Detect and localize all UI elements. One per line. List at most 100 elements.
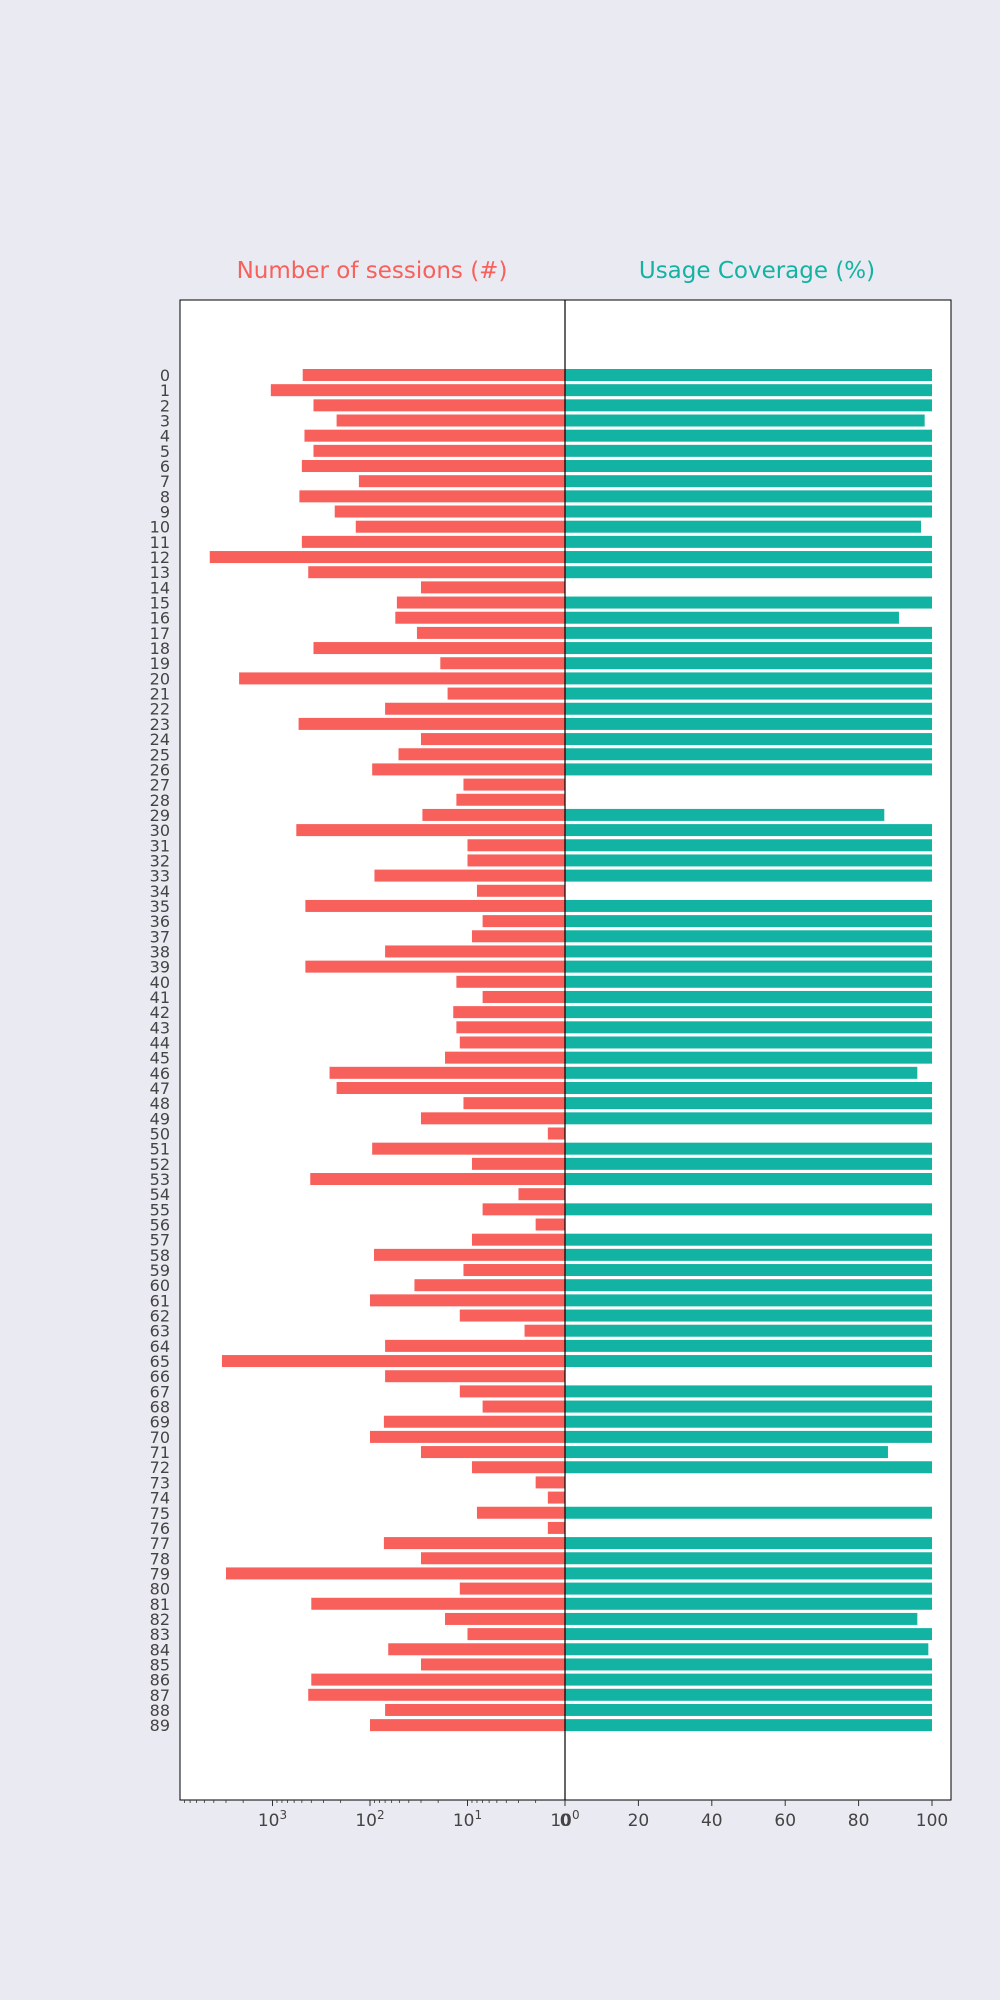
coverage-bar — [565, 475, 932, 488]
coverage-bar — [565, 399, 932, 412]
coverage-bar — [565, 1006, 932, 1019]
sessions-bar — [482, 990, 565, 1003]
sessions-bar — [311, 1597, 565, 1610]
coverage-bar — [565, 808, 885, 821]
coverage-bar — [565, 1673, 932, 1686]
sessions-bar — [476, 884, 565, 897]
category-label: 44 — [150, 1033, 170, 1052]
coverage-bar — [565, 717, 932, 730]
category-label: 64 — [150, 1337, 170, 1356]
sessions-bar — [467, 854, 565, 867]
category-label: 26 — [150, 760, 170, 779]
sessions-bar — [370, 1719, 565, 1732]
sessions-bar — [467, 839, 565, 852]
coverage-bar — [565, 1537, 932, 1550]
sessions-bar — [396, 596, 565, 609]
sessions-bar — [334, 505, 565, 518]
category-label: 19 — [150, 654, 170, 673]
category-label: 17 — [150, 624, 170, 643]
sessions-bar — [445, 1051, 565, 1064]
category-label: 57 — [150, 1231, 170, 1250]
coverage-bar — [565, 702, 932, 715]
sessions-bar — [385, 1703, 565, 1716]
coverage-bar — [565, 1294, 932, 1307]
category-label: 48 — [150, 1094, 170, 1113]
coverage-bar — [565, 1658, 932, 1671]
category-label: 58 — [150, 1246, 170, 1265]
coverage-bar — [565, 748, 932, 761]
category-label: 34 — [150, 882, 170, 901]
category-label: 72 — [150, 1458, 170, 1477]
category-label: 63 — [150, 1322, 170, 1341]
coverage-bar — [565, 1203, 932, 1216]
sessions-bar — [299, 490, 565, 503]
sessions-bar — [547, 1491, 565, 1504]
sessions-bar — [471, 1157, 565, 1170]
right-tick-label: 100 — [916, 1811, 948, 1831]
category-label: 43 — [150, 1018, 170, 1037]
category-label: 24 — [150, 730, 170, 749]
sessions-bar — [301, 460, 565, 473]
category-label: 82 — [150, 1610, 170, 1629]
sessions-bar — [308, 1688, 565, 1701]
coverage-bar — [565, 505, 932, 518]
coverage-bar — [565, 990, 932, 1003]
coverage-bar — [565, 1688, 932, 1701]
sessions-bar — [547, 1521, 565, 1534]
coverage-bar — [565, 1157, 932, 1170]
category-label: 22 — [150, 700, 170, 719]
category-label: 52 — [150, 1155, 170, 1174]
sessions-bar — [456, 1021, 565, 1034]
category-label: 27 — [150, 776, 170, 795]
category-label: 11 — [150, 533, 170, 552]
category-label: 65 — [150, 1352, 170, 1371]
category-label: 21 — [150, 685, 170, 704]
category-label: 7 — [160, 472, 170, 491]
sessions-bar — [440, 657, 565, 670]
sessions-bar — [422, 808, 565, 821]
sessions-bar — [383, 1537, 565, 1550]
coverage-bar — [565, 1173, 932, 1186]
sessions-bar — [372, 763, 565, 776]
sessions-bar — [373, 1248, 565, 1261]
coverage-bar — [565, 975, 932, 988]
category-label: 23 — [150, 715, 170, 734]
category-label: 78 — [150, 1549, 170, 1568]
category-label: 41 — [150, 988, 170, 1007]
category-label: 28 — [150, 791, 170, 810]
coverage-bar — [565, 1597, 932, 1610]
sessions-bar — [459, 1582, 565, 1595]
sessions-bar — [225, 1567, 565, 1580]
sessions-bar — [416, 626, 565, 639]
category-label: 3 — [160, 412, 170, 431]
sessions-bar — [453, 1006, 565, 1019]
category-label: 47 — [150, 1079, 170, 1098]
sessions-bar — [370, 1430, 565, 1443]
sessions-bar — [298, 717, 565, 730]
coverage-bar — [565, 672, 932, 685]
left-tick-label: 103 — [258, 1808, 287, 1831]
sessions-bar — [459, 1385, 565, 1398]
sessions-bar — [456, 793, 565, 806]
coverage-bar — [565, 1142, 932, 1155]
category-label: 60 — [150, 1276, 170, 1295]
coverage-bar — [565, 444, 932, 457]
coverage-bar — [565, 763, 932, 776]
coverage-bar — [565, 1582, 932, 1595]
sessions-bar — [463, 1264, 565, 1277]
category-label: 1 — [160, 381, 170, 400]
category-labels: 0123456789101112131415161718192021222324… — [150, 366, 170, 1735]
category-label: 15 — [150, 594, 170, 613]
category-label: 13 — [150, 563, 170, 582]
category-label: 25 — [150, 745, 170, 764]
sessions-bar — [221, 1355, 565, 1368]
category-label: 84 — [150, 1640, 170, 1659]
coverage-bar — [565, 657, 932, 670]
right-tick-label: 40 — [701, 1811, 723, 1831]
coverage-bar — [565, 1248, 932, 1261]
category-label: 14 — [150, 578, 170, 597]
category-label: 81 — [150, 1595, 170, 1614]
category-label: 32 — [150, 851, 170, 870]
coverage-bar — [565, 1097, 932, 1110]
right-bars — [565, 369, 932, 1732]
